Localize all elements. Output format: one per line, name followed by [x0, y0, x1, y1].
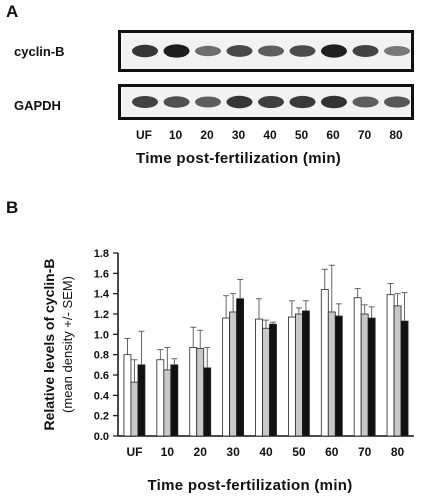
y-tick-label: 1.0: [94, 329, 109, 341]
x-tick-label: 40: [259, 445, 273, 459]
x-tick-label: 80: [391, 445, 405, 459]
cyclin-b-band: [321, 44, 347, 58]
bar: [229, 311, 238, 437]
gapdh-band: [289, 95, 316, 109]
gapdh-bands: [132, 95, 410, 109]
bar: [163, 369, 172, 437]
lane-label: 50: [294, 128, 309, 142]
bar: [334, 315, 343, 437]
cyclin-b-band: [226, 45, 253, 57]
gapdh-band: [321, 95, 347, 109]
bar: [189, 347, 198, 437]
lane-label: 30: [231, 128, 246, 142]
lane-label: 70: [357, 128, 372, 142]
y-tick-label: 0.2: [94, 411, 109, 423]
cyclin-b-band: [163, 44, 190, 58]
bar: [255, 318, 263, 437]
chart-bars: [123, 289, 409, 437]
lane-label: 20: [200, 128, 214, 142]
gapdh-band: [132, 96, 158, 108]
cyclin-b-bands: [132, 44, 410, 58]
panel-a-x-axis-title: Time post-fertilization (min): [136, 150, 342, 167]
lane-label: 10: [168, 128, 183, 142]
bar: [130, 381, 139, 437]
gapdh-band: [226, 95, 253, 109]
y-tick-label: 1.6: [94, 268, 109, 280]
gapdh-blot: [118, 84, 414, 120]
cyclin-b-band: [195, 45, 221, 57]
gapdh-row-label: GAPDH: [14, 98, 61, 113]
y-tick-label: 0.0: [94, 431, 109, 443]
bar: [360, 313, 369, 437]
bar: [137, 364, 146, 437]
y-tick-label: 0.8: [94, 350, 109, 362]
bar: [393, 305, 402, 437]
chart-error-bars: [124, 264, 408, 383]
cyclin-b-band: [352, 45, 379, 57]
y-axis-title: Relative levels of cyclin-B: [41, 259, 57, 431]
bar: [327, 311, 336, 437]
x-tick-label: 20: [194, 445, 208, 459]
cyclin-b-band: [289, 45, 316, 57]
x-tick-label: 70: [358, 445, 372, 459]
chart-labels: 0.0 0.2 0.4 0.6 0.8 1.0 1.2 1.4 1.6 1.8 UF 10 20 30 40…: [41, 248, 405, 494]
y-tick-label: 0.6: [94, 370, 109, 382]
gapdh-band: [195, 96, 221, 108]
gapdh-band: [352, 96, 379, 108]
bar: [353, 297, 362, 437]
cyclin-b-row-label: cyclin-B: [14, 44, 65, 59]
bar: [123, 354, 132, 437]
bar: [262, 327, 270, 437]
cyclin-b-band: [384, 46, 410, 56]
y-tick-label: 1.4: [94, 289, 110, 301]
cyclin-b-band: [132, 44, 158, 58]
x-tick-label: 10: [161, 445, 175, 459]
y-tick-label: 1.8: [94, 248, 109, 260]
lane-label: 60: [326, 128, 340, 142]
x-tick-label: UF: [126, 445, 142, 459]
x-tick-label: 50: [292, 445, 306, 459]
panel-b-letter: B: [6, 198, 19, 217]
bar: [222, 317, 231, 437]
bar: [301, 310, 310, 437]
gapdh-band: [163, 96, 190, 108]
cyclin-b-blot: [118, 30, 414, 72]
bar: [236, 298, 245, 437]
x-tick-label: 30: [226, 445, 240, 459]
bar: [400, 320, 409, 437]
lane-label: 40: [263, 128, 277, 142]
y-tick-label: 0.4: [94, 390, 110, 402]
x-tick-label: 60: [325, 445, 339, 459]
bar: [294, 313, 303, 437]
panel-a-letter: A: [6, 2, 19, 21]
bar: [170, 364, 179, 437]
bar: [203, 367, 212, 437]
gapdh-band: [384, 96, 410, 108]
bar: [367, 317, 376, 437]
lane-label: UF: [136, 128, 152, 142]
y-axis-subtitle: (mean density +/- SEM): [60, 276, 75, 413]
y-tick-label: 1.2: [94, 309, 109, 321]
bar: [196, 348, 205, 437]
bar: [269, 323, 277, 437]
lane-label: 80: [389, 128, 403, 142]
bar: [386, 294, 395, 437]
gapdh-band: [258, 95, 284, 109]
x-axis-title: Time post-fertilization (min): [147, 477, 352, 494]
bar: [156, 359, 165, 437]
bar: [320, 289, 329, 437]
bar: [287, 316, 296, 437]
cyclin-b-band: [258, 45, 284, 57]
